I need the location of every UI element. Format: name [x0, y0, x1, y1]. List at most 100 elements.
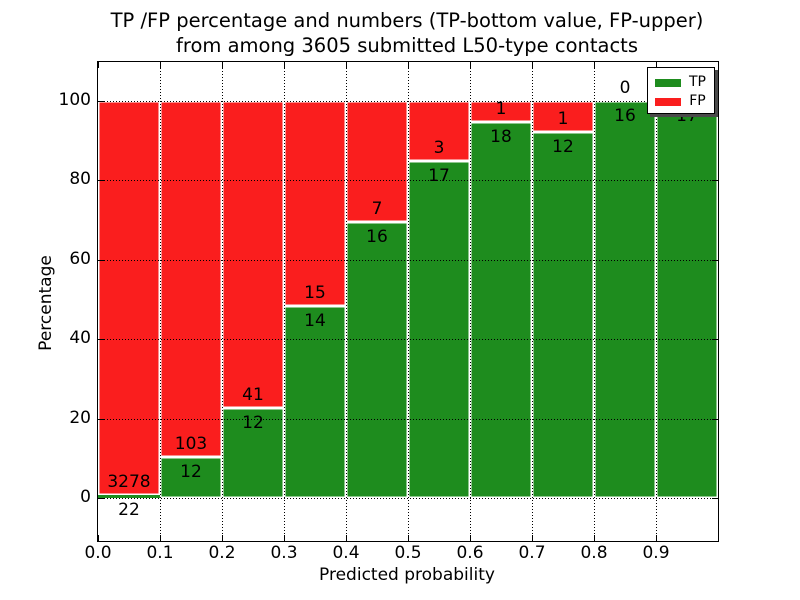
x-tick-top: [593, 62, 595, 68]
bar-fp-segment: [346, 101, 408, 222]
x-tick-top: [97, 62, 99, 68]
fp-count-label: 15: [304, 283, 326, 304]
y-tick-left: [98, 101, 104, 102]
y-tick-label: 100: [58, 90, 91, 110]
legend-label-tp: TP: [689, 74, 706, 90]
chart-title: TP /FP percentage and numbers (TP-bottom…: [97, 8, 717, 58]
x-tick-top: [469, 62, 471, 68]
tp-count-label: 16: [366, 226, 388, 247]
x-tick-top: [221, 62, 223, 68]
x-tick-bottom: [97, 535, 99, 541]
x-tick-top: [655, 62, 657, 68]
gridline-vertical: [345, 62, 347, 541]
fp-count-label: 7: [371, 198, 383, 219]
gridline-vertical: [283, 62, 285, 541]
bar-tp-segment: [222, 408, 284, 498]
y-tick-right: [712, 498, 718, 499]
tp-count-label: 12: [552, 136, 574, 157]
x-tick-bottom: [655, 535, 657, 541]
y-tick-label: 0: [80, 487, 91, 507]
y-tick-label: 60: [69, 248, 91, 269]
bar-fp-segment: [408, 101, 470, 161]
legend: TP FP: [647, 67, 715, 114]
x-tick-label: 0.7: [518, 543, 546, 563]
tp-count-label: 14: [304, 311, 326, 332]
y-tick-label: 40: [69, 328, 91, 349]
bar-tp-segment: [470, 121, 532, 498]
x-tick-top: [159, 62, 161, 68]
bar-tp-segment: [594, 101, 656, 498]
fp-count-label: 3: [433, 137, 445, 158]
y-tick-left: [98, 180, 104, 182]
x-tick-bottom: [531, 535, 533, 541]
gridline-horizontal: [98, 101, 718, 102]
fp-count-label: 103: [174, 433, 208, 454]
gridline-vertical: [655, 62, 657, 541]
x-axis-label: Predicted probability: [319, 565, 495, 585]
bar-fp-segment: [160, 101, 222, 457]
y-tick-right: [712, 101, 718, 102]
gridline-horizontal: [98, 180, 718, 182]
fp-swatch-icon: [655, 97, 681, 106]
gridline-vertical: [593, 62, 595, 541]
x-tick-top: [345, 62, 347, 68]
x-tick-label: 0.3: [270, 543, 298, 563]
x-tick-label: 0.1: [146, 543, 174, 563]
tp-count-label: 22: [118, 500, 140, 521]
bar-fp-segment: [470, 101, 532, 122]
x-tick-bottom: [407, 535, 409, 541]
bar-tp-segment: [160, 456, 222, 498]
bar-fp-segment: [222, 101, 284, 409]
tp-count-label: 12: [242, 413, 264, 434]
fp-count-label: 1: [557, 108, 569, 129]
y-tick-right: [712, 418, 718, 420]
y-tick-left: [98, 418, 104, 420]
bar-fp-segment: [532, 101, 594, 132]
x-tick-label: 0.5: [394, 543, 422, 563]
gridline-vertical: [469, 62, 471, 541]
x-tick-label: 0.2: [208, 543, 236, 563]
x-tick-bottom: [345, 535, 347, 541]
fp-count-label: 3278: [107, 472, 151, 493]
x-tick-label: 0.4: [332, 543, 360, 563]
tp-count-label: 18: [490, 126, 512, 147]
bar-tp-segment: [656, 101, 718, 498]
plot-area: 32782210312411215147163171181120160170.0…: [84, 61, 719, 563]
y-tick-left: [98, 498, 104, 499]
tp-count-label: 17: [428, 165, 450, 186]
fp-count-label: 41: [242, 385, 264, 406]
x-tick-label: 0.8: [580, 543, 608, 563]
y-tick-left: [98, 339, 104, 341]
gridline-horizontal: [98, 259, 718, 261]
legend-item-tp: TP: [648, 73, 714, 92]
gridline-vertical: [221, 62, 223, 541]
tp-count-label: 12: [180, 461, 202, 482]
gridline-horizontal: [98, 418, 718, 420]
gridline-vertical: [407, 62, 409, 541]
gridline-horizontal: [98, 498, 718, 499]
y-tick-right: [712, 259, 718, 261]
fp-count-label: 1: [495, 98, 507, 119]
gridline-horizontal: [98, 339, 718, 341]
bar-fp-segment: [284, 101, 346, 307]
gridline-vertical: [531, 62, 533, 541]
y-tick-right: [712, 339, 718, 341]
x-tick-label: 0.9: [642, 543, 670, 563]
tp-count-label: 16: [614, 106, 636, 126]
y-tick-label: 80: [69, 169, 91, 190]
chart-title-line2: from among 3605 submitted L50-type conta…: [176, 34, 638, 57]
x-tick-top: [283, 62, 285, 68]
tp-swatch-icon: [655, 78, 681, 87]
bar-tp-segment: [284, 306, 346, 498]
x-tick-bottom: [221, 535, 223, 541]
gridline-vertical: [159, 62, 161, 541]
x-tick-top: [531, 62, 533, 68]
x-tick-bottom: [283, 535, 285, 541]
x-tick-bottom: [593, 535, 595, 541]
chart-title-line1: TP /FP percentage and numbers (TP-bottom…: [110, 9, 704, 32]
bar-tp-segment: [346, 221, 408, 498]
y-tick-left: [98, 259, 104, 261]
bar-tp-segment: [408, 160, 470, 498]
x-tick-label: 0.6: [456, 543, 484, 563]
